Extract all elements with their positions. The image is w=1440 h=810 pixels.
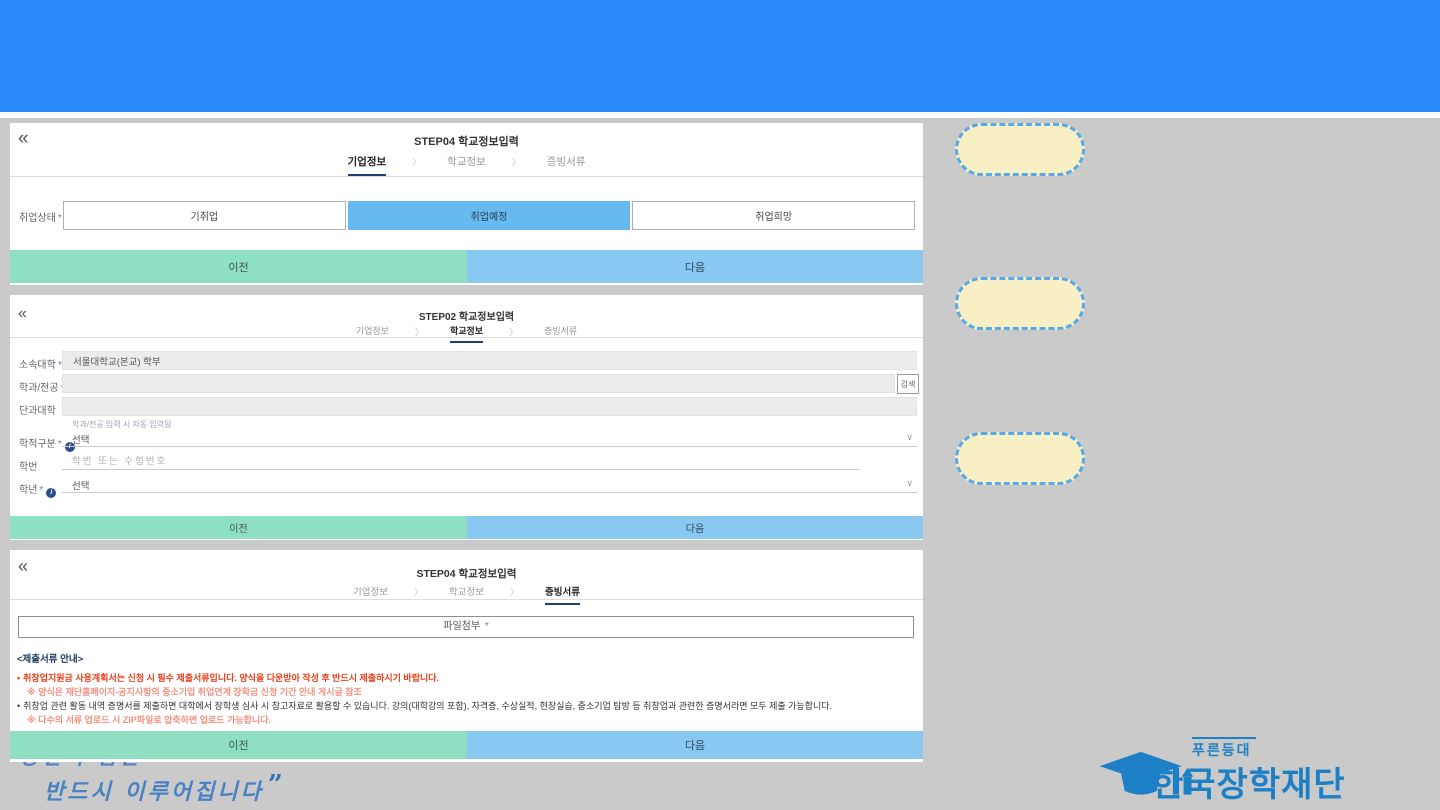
step-title: STEP04 학교정보입력 <box>414 136 519 148</box>
notice-heading: <제출서류 안내> <box>17 654 84 665</box>
chevron-down-icon[interactable]: ∨ <box>906 432 913 442</box>
enrollment-type-value: 선택 <box>72 435 90 446</box>
prev-button[interactable]: 이전 <box>10 516 467 539</box>
notice-line-2-text: 취창업 관련 활동 내역 증명서를 제출하면 대학에서 장학생 심사 시 참고자… <box>23 701 833 711</box>
next-button[interactable]: 다음 <box>467 250 923 283</box>
student-id-input[interactable] <box>62 453 860 470</box>
tab-school-info[interactable]: 학교정보 <box>449 324 484 343</box>
major-label-text: 학과/전공 <box>19 383 59 394</box>
panel-company-info: « STEP04 학교정보입력 기업정보 〉 학교정보 〉 증빙서류 취업상태 *… <box>10 123 923 285</box>
quote-mark: ” <box>267 770 286 800</box>
field-label-major: 학과/전공* <box>19 379 65 394</box>
slogan-line2: 반드시 이루어집니다” <box>44 770 286 806</box>
university-input[interactable] <box>62 351 917 370</box>
panel-documents: « STEP04 학교정보입력 기업정보 〉 학교정보 〉 증빙서류 파일첨부 … <box>10 550 923 762</box>
enrollment-type-label-text: 학적구분 <box>19 439 56 450</box>
next-button[interactable]: 다음 <box>467 731 923 759</box>
next-button[interactable]: 다음 <box>467 516 923 539</box>
annotation-callout-2 <box>955 277 1085 330</box>
field-label-university: 소속대학 * <box>19 356 62 371</box>
student-id-label-text: 학번 <box>19 462 38 473</box>
option-already-employed[interactable]: 기취업 <box>63 201 346 230</box>
grade-label-text: 학년 <box>19 485 38 496</box>
step-tabs: 기업정보 〉 학교정보 〉 증빙서류 <box>10 324 923 343</box>
kosaf-logo: 푸른등대 한국장학재단 <box>1098 737 1438 808</box>
enrollment-type-select[interactable]: 선택 ∨ <box>62 430 917 447</box>
tab-separator-icon: 〉 <box>509 327 519 337</box>
tab-school-info[interactable]: 학교정보 <box>447 156 486 168</box>
slogan-line2-text: 반드시 이루어집니다 <box>44 779 264 805</box>
step-tabs: 기업정보 〉 학교정보 〉 증빙서류 <box>10 584 923 605</box>
logo-name: 한국장학재단 <box>1152 766 1346 804</box>
grade-value: 선택 <box>72 481 90 492</box>
tab-school-info[interactable]: 학교정보 <box>449 587 484 598</box>
tab-documents[interactable]: 증빙서류 <box>545 584 580 605</box>
search-button[interactable]: 검색 <box>897 374 919 394</box>
chevron-down-icon[interactable]: ∨ <box>906 478 913 488</box>
required-mark: * <box>484 621 489 632</box>
info-icon[interactable]: i <box>46 488 57 498</box>
notice-line-1-note: ※ 양식은 재단홈페이지-공지사항의 중소기업 취업연계 장학금 신청 기간 안… <box>27 687 362 697</box>
college-input[interactable] <box>62 397 917 416</box>
banner-divider <box>0 112 1440 118</box>
panel3-header: « STEP04 학교정보입력 기업정보 〉 학교정보 〉 증빙서류 <box>10 550 923 605</box>
logo-tagline: 푸른등대 <box>1192 737 1256 758</box>
step-title: STEP02 학교정보입력 <box>418 312 515 323</box>
top-banner <box>0 0 1440 112</box>
college-label-text: 단과대학 <box>19 406 56 417</box>
file-attach-label: 파일첨부 <box>443 621 481 632</box>
field-label-grade: 학년 * i <box>19 481 57 498</box>
notice-line-2-note: ※ 다수의 서류 업로드 시 ZIP파일로 압축하면 업로드 가능합니다. <box>27 715 271 725</box>
tab-documents[interactable]: 증빙서류 <box>544 326 578 336</box>
field-label-student-id: 학번 <box>19 458 37 473</box>
college-helper-text: 학과/전공 입력 시 자동 입력됨 <box>72 420 172 429</box>
notice-line-2: • 취창업 관련 활동 내역 증명서를 제출하면 대학에서 장학생 심사 시 참고… <box>17 700 917 713</box>
option-employment-expected[interactable]: 취업예정 <box>347 201 631 230</box>
submission-notice: <제출서류 안내> • 취창업지원금 사용계획서는 신청 시 필수 제출서류입니다… <box>17 653 917 728</box>
tab-company-info[interactable]: 기업정보 <box>347 154 387 176</box>
step-tabs: 기업정보 〉 학교정보 〉 증빙서류 <box>10 154 923 176</box>
back-icon[interactable]: « <box>18 128 28 149</box>
field-label-employment-status: 취업상태 * <box>19 209 62 224</box>
required-mark: * <box>39 485 44 496</box>
field-label-college: 단과대학 <box>19 402 56 417</box>
option-employment-hoped[interactable]: 취업희망 <box>632 201 916 230</box>
notice-line-1-text: 취창업지원금 사용계획서는 신청 시 필수 제출서류입니다. 양식을 다운받아 … <box>23 673 440 683</box>
prev-button[interactable]: 이전 <box>10 731 467 759</box>
major-input[interactable] <box>62 374 895 393</box>
prev-button[interactable]: 이전 <box>10 250 467 283</box>
bullet-icon: • <box>17 701 21 711</box>
panel1-header: « STEP04 학교정보입력 기업정보 〉 학교정보 〉 증빙서류 <box>10 123 923 177</box>
annotation-callout-3 <box>955 432 1085 485</box>
panel2-header: « STEP02 학교정보입력 기업정보 〉 학교정보 〉 증빙서류 <box>10 295 923 343</box>
required-mark: * <box>57 213 62 224</box>
file-attach-box[interactable]: 파일첨부 * <box>18 616 914 638</box>
tab-separator-icon: 〉 <box>414 327 424 337</box>
required-mark: * <box>57 360 62 371</box>
panel-school-info: « STEP02 학교정보입력 기업정보 〉 학교정보 〉 증빙서류 소속대학 *… <box>10 295 923 540</box>
tab-company-info[interactable]: 기업정보 <box>355 326 389 336</box>
back-icon[interactable]: « <box>18 556 28 576</box>
notice-line-1: • 취창업지원금 사용계획서는 신청 시 필수 제출서류입니다. 양식을 다운받아… <box>17 672 917 685</box>
university-label-text: 소속대학 <box>19 360 56 371</box>
tab-documents[interactable]: 증빙서류 <box>546 156 586 168</box>
tab-separator-icon: 〉 <box>509 587 519 597</box>
back-icon[interactable]: « <box>18 305 27 322</box>
employment-status-label-text: 취업상태 <box>19 213 56 224</box>
tab-separator-icon: 〉 <box>412 157 422 167</box>
annotation-callout-1 <box>955 123 1085 176</box>
step-title: STEP04 학교정보입력 <box>416 568 517 580</box>
bullet-icon: • <box>17 673 21 683</box>
grade-select[interactable]: 선택 ∨ <box>62 476 917 493</box>
tab-separator-icon: 〉 <box>511 157 521 167</box>
graduation-cap-icon <box>1099 751 1194 795</box>
tab-separator-icon: 〉 <box>414 587 424 597</box>
employment-status-options: 기취업 취업예정 취업희망 <box>63 201 916 230</box>
required-mark: * <box>57 439 62 450</box>
tab-company-info[interactable]: 기업정보 <box>353 587 388 598</box>
